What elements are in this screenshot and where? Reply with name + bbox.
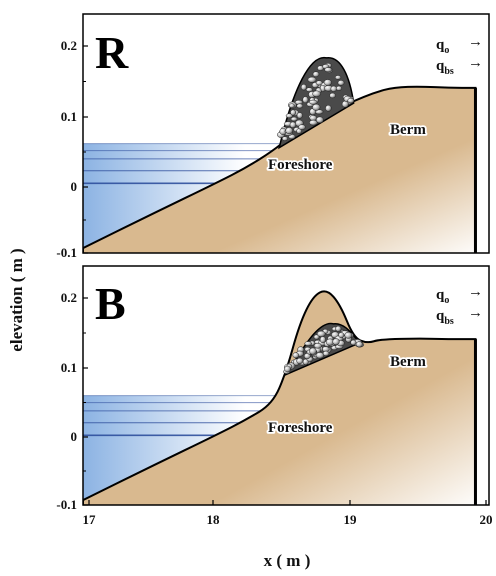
q-bs-label-r: qbs: [436, 58, 454, 77]
y-ticks-r: 0.2 0.1 0 -0.1: [56, 38, 88, 260]
y-tick-label: 0.1: [61, 360, 77, 375]
q-bs-label-b: qbs: [436, 308, 454, 327]
gravel-stone: [290, 109, 296, 116]
gravel-stone: [319, 336, 326, 344]
panel-frame-r: [82, 13, 490, 254]
gravel-stone: [315, 116, 324, 124]
gravel-stone: [332, 338, 340, 346]
gravel-stone: [285, 127, 294, 135]
gravel-stone: [290, 116, 298, 122]
gravel-stone: [315, 352, 325, 359]
panel-letter-r: R: [95, 27, 129, 78]
y-tick-label: 0.1: [61, 109, 77, 124]
q-o-label-b: qo: [436, 287, 449, 306]
gravel-stone: [302, 96, 309, 104]
x-tick-label: 20: [480, 512, 493, 527]
y-tick-label: 0.2: [61, 290, 77, 305]
y-tick-label: 0: [71, 179, 78, 194]
x-tick-label: 19: [344, 512, 358, 527]
gravel-stone: [335, 85, 342, 91]
panel-b: 0.2 0.1 0 -0.1 17 18 19 20 B Berm Foreshore qo…: [56, 265, 493, 527]
gravel-stone: [304, 341, 312, 346]
beach-profile-b: [83, 290, 477, 505]
gravel-stone: [313, 343, 322, 349]
y-ticks-b: 0.2 0.1 0 -0.1: [56, 290, 88, 512]
y-tick-label: 0.2: [61, 38, 77, 53]
foreshore-label-b: Foreshore: [268, 420, 333, 436]
x-tick-label: 18: [207, 512, 221, 527]
q-o-arrow-b: →: [468, 284, 483, 300]
gravel-stone: [312, 71, 320, 78]
gravel-stone: [329, 92, 336, 99]
gravel-stone: [337, 80, 345, 86]
q-bs-arrow-r: →: [468, 55, 483, 71]
gravel-stone: [338, 332, 345, 339]
gravel-stone: [309, 347, 317, 355]
gravel-stone: [334, 75, 342, 80]
x-ticks: 17 18 19 20: [83, 500, 493, 527]
gravel-stone: [315, 80, 323, 86]
gravel-stone: [325, 104, 332, 112]
gravel-stone: [298, 124, 306, 130]
gravel-stone: [344, 331, 353, 339]
gravel-stone: [300, 83, 307, 91]
x-tick-label: 17: [83, 512, 97, 527]
q-o-arrow-r: →: [468, 34, 483, 50]
gravel-stone: [296, 103, 304, 109]
gravel-stone: [305, 87, 313, 92]
y-tick-label: 0: [71, 429, 78, 444]
gravel-stone: [296, 357, 304, 364]
q-bs-arrow-b: →: [468, 305, 483, 321]
y-axis-title: elevation ( m ): [7, 248, 26, 351]
gravel-stone: [296, 112, 303, 119]
gravel-stone: [324, 67, 333, 73]
gravel-stone: [330, 85, 337, 92]
gravel-stone: [323, 79, 332, 86]
gravel-stone: [347, 97, 355, 104]
gravel-stone: [284, 365, 291, 373]
gravel-stone: [289, 121, 297, 129]
panel-r: 0.2 0.1 0 -0.1 R Berm Foreshore qo → qbs →: [56, 13, 490, 260]
gravel-stone: [312, 103, 321, 111]
gravel-stone: [308, 99, 318, 105]
x-axis-title: x ( m ): [264, 551, 311, 570]
gravel-deposit-b: [283, 323, 365, 377]
y-tick-label: -0.1: [56, 245, 77, 260]
gravel-deposit-r: [277, 56, 355, 150]
berm-label-b: Berm: [390, 354, 426, 370]
gravel-stone: [281, 136, 288, 141]
gravel-stone: [307, 76, 317, 83]
gravel-stone: [355, 341, 363, 348]
gravel-stone: [292, 352, 300, 359]
gravel-stone: [350, 339, 357, 346]
panel-frame-b: [82, 265, 490, 506]
berm-label-r: Berm: [390, 122, 426, 138]
q-o-label-r: qo: [436, 37, 449, 56]
gravel-stone: [316, 330, 326, 337]
foreshore-label-r: Foreshore: [268, 157, 333, 173]
y-tick-label: -0.1: [56, 497, 77, 512]
panel-letter-b: B: [95, 278, 126, 329]
gravel-stone: [312, 90, 321, 97]
gravel-stone: [335, 325, 342, 332]
gravel-stone: [288, 103, 295, 108]
